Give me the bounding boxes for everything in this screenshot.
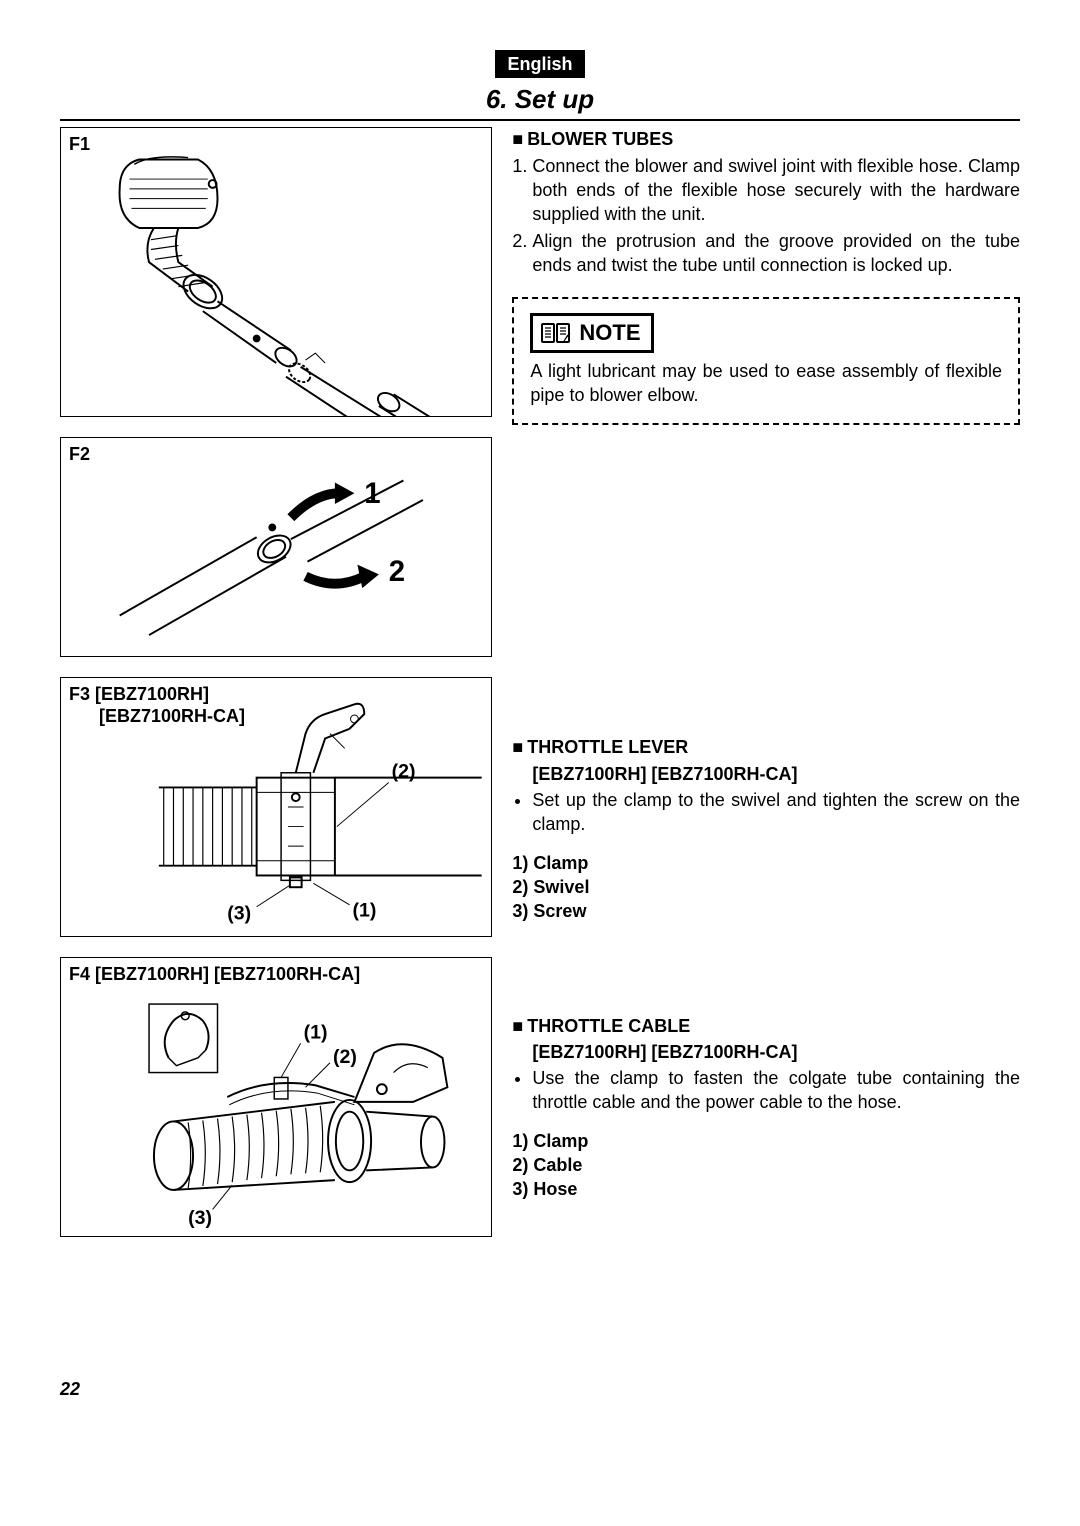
section-title: 6. Set up [60,82,1020,121]
f3-callout-2: (2) [392,761,416,783]
throttle-lever-part-2: 2) Swivel [512,875,1020,899]
throttle-lever-part-1: 1) Clamp [512,851,1020,875]
f2-callout-1: 1 [364,477,380,510]
throttle-lever-heading: ■THROTTLE LEVER [512,735,1020,759]
throttle-cable-parts: 1) Clamp 2) Cable 3) Hose [512,1129,1020,1202]
language-header: English [60,50,1020,78]
throttle-lever-bullets: Set up the clamp to the swivel and tight… [512,788,1020,837]
figure-f4-label: F4 [EBZ7100RH] [EBZ7100RH-CA] [69,964,360,986]
text-column: ■BLOWER TUBES Connect the blower and swi… [512,127,1020,1257]
throttle-cable-title: THROTTLE CABLE [527,1016,690,1036]
figure-f1: F1 [60,127,492,417]
throttle-cable-part-3: 3) Hose [512,1177,1020,1201]
throttle-lever-parts: 1) Clamp 2) Swivel 3) Screw [512,851,1020,924]
figure-f4: F4 [EBZ7100RH] [EBZ7100RH-CA] [60,957,492,1237]
note-icon [541,321,571,345]
blower-tubes-step-1: Connect the blower and swivel joint with… [532,154,1020,227]
figure-f3: F3 [EBZ7100RH] [EBZ7100RH-CA] [60,677,492,937]
note-label-text: NOTE [579,318,640,348]
figures-column: F1 [60,127,492,1257]
figure-f2-label: F2 [69,444,90,466]
throttle-lever-bullet-1: Set up the clamp to the swivel and tight… [532,788,1020,837]
figure-f4-illustration: (1) (2) (3) [61,958,491,1236]
figure-f2: F2 1 2 [60,437,492,657]
blower-tubes-heading: ■BLOWER TUBES [512,127,1020,151]
throttle-cable-part-2: 2) Cable [512,1153,1020,1177]
note-text: A light lubricant may be used to ease as… [530,359,1002,408]
f3-callout-3: (3) [227,903,251,925]
note-label: NOTE [530,313,653,353]
figure-f1-label: F1 [69,134,90,156]
f3-callout-1: (1) [353,900,377,922]
figure-f2-illustration: 1 2 [61,438,491,656]
f2-callout-2: 2 [389,556,405,589]
throttle-cable-heading: ■THROTTLE CABLE [512,1014,1020,1038]
throttle-cable-bullet-1: Use the clamp to fasten the colgate tube… [532,1066,1020,1115]
page-number: 22 [60,1377,1020,1401]
f4-callout-1: (1) [304,1022,328,1044]
f4-callout-2: (2) [333,1046,357,1068]
f4-callout-3: (3) [188,1208,212,1230]
blower-tubes-title: BLOWER TUBES [527,129,673,149]
blower-tubes-steps: Connect the blower and swivel joint with… [512,154,1020,277]
throttle-cable-subtitle: [EBZ7100RH] [EBZ7100RH-CA] [512,1040,1020,1064]
figure-f3-label: F3 [EBZ7100RH] [EBZ7100RH-CA] [69,684,245,727]
throttle-lever-title: THROTTLE LEVER [527,737,688,757]
throttle-cable-part-1: 1) Clamp [512,1129,1020,1153]
figure-f3-label-line1: F3 [EBZ7100RH] [69,684,209,704]
blower-tubes-step-2: Align the protrusion and the groove prov… [532,229,1020,278]
throttle-lever-subtitle: [EBZ7100RH] [EBZ7100RH-CA] [512,762,1020,786]
throttle-lever-part-3: 3) Screw [512,899,1020,923]
throttle-cable-bullets: Use the clamp to fasten the colgate tube… [512,1066,1020,1115]
figure-f3-label-line2: [EBZ7100RH-CA] [69,706,245,726]
note-box: NOTE A light lubricant may be used to ea… [512,297,1020,425]
language-badge: English [495,50,584,78]
figure-f1-illustration [61,128,491,416]
